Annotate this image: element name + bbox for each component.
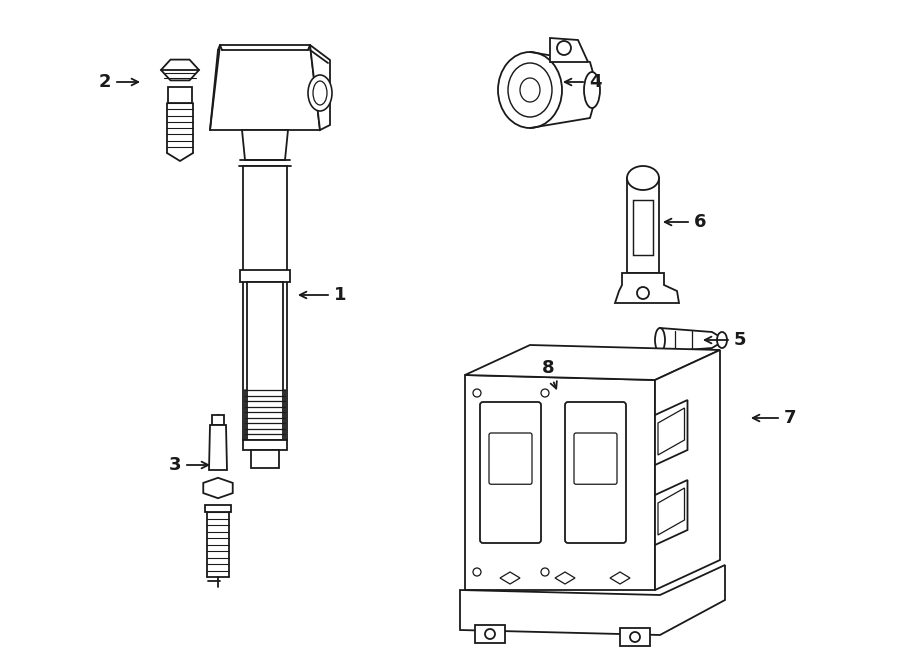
Polygon shape xyxy=(460,565,725,635)
Bar xyxy=(212,415,224,425)
Polygon shape xyxy=(615,273,679,303)
Ellipse shape xyxy=(541,389,549,397)
Ellipse shape xyxy=(717,332,727,348)
Ellipse shape xyxy=(557,41,571,55)
Ellipse shape xyxy=(498,52,562,128)
Text: 6: 6 xyxy=(665,213,706,231)
Text: 1: 1 xyxy=(300,286,346,304)
Bar xyxy=(205,505,231,512)
Bar xyxy=(251,450,279,468)
Text: 8: 8 xyxy=(542,359,557,389)
Ellipse shape xyxy=(473,568,481,576)
Ellipse shape xyxy=(630,632,640,642)
Polygon shape xyxy=(242,130,288,160)
Ellipse shape xyxy=(637,287,649,299)
Ellipse shape xyxy=(541,568,549,576)
Bar xyxy=(627,178,659,273)
Polygon shape xyxy=(550,38,588,62)
Text: 7: 7 xyxy=(752,409,796,427)
Text: 4: 4 xyxy=(565,73,601,91)
Polygon shape xyxy=(658,488,685,535)
Ellipse shape xyxy=(313,81,327,105)
Ellipse shape xyxy=(473,389,481,397)
Polygon shape xyxy=(161,59,199,81)
Polygon shape xyxy=(210,45,320,130)
Ellipse shape xyxy=(508,63,552,117)
Bar xyxy=(247,282,283,440)
Bar xyxy=(633,200,653,255)
Polygon shape xyxy=(620,628,650,646)
Polygon shape xyxy=(610,572,630,584)
Polygon shape xyxy=(310,45,330,130)
Polygon shape xyxy=(465,345,720,380)
FancyBboxPatch shape xyxy=(574,433,617,485)
Polygon shape xyxy=(658,408,685,455)
Ellipse shape xyxy=(655,328,665,352)
Text: 5: 5 xyxy=(705,331,746,349)
Bar xyxy=(240,270,290,282)
Bar xyxy=(243,166,287,440)
FancyBboxPatch shape xyxy=(489,433,532,485)
Polygon shape xyxy=(555,572,575,584)
Ellipse shape xyxy=(308,75,332,111)
Text: 3: 3 xyxy=(169,456,208,474)
Ellipse shape xyxy=(627,166,659,190)
Polygon shape xyxy=(500,572,520,584)
Polygon shape xyxy=(655,480,688,545)
Bar xyxy=(168,87,192,103)
Ellipse shape xyxy=(520,78,540,102)
Bar xyxy=(243,440,287,450)
Polygon shape xyxy=(655,350,720,590)
Polygon shape xyxy=(475,625,505,643)
Polygon shape xyxy=(209,425,227,470)
Polygon shape xyxy=(203,478,233,498)
Polygon shape xyxy=(655,400,688,465)
Polygon shape xyxy=(465,375,655,590)
FancyBboxPatch shape xyxy=(565,402,626,543)
Text: 2: 2 xyxy=(99,73,139,91)
Ellipse shape xyxy=(485,629,495,639)
Ellipse shape xyxy=(584,72,600,108)
FancyBboxPatch shape xyxy=(480,402,541,543)
Polygon shape xyxy=(660,328,722,352)
